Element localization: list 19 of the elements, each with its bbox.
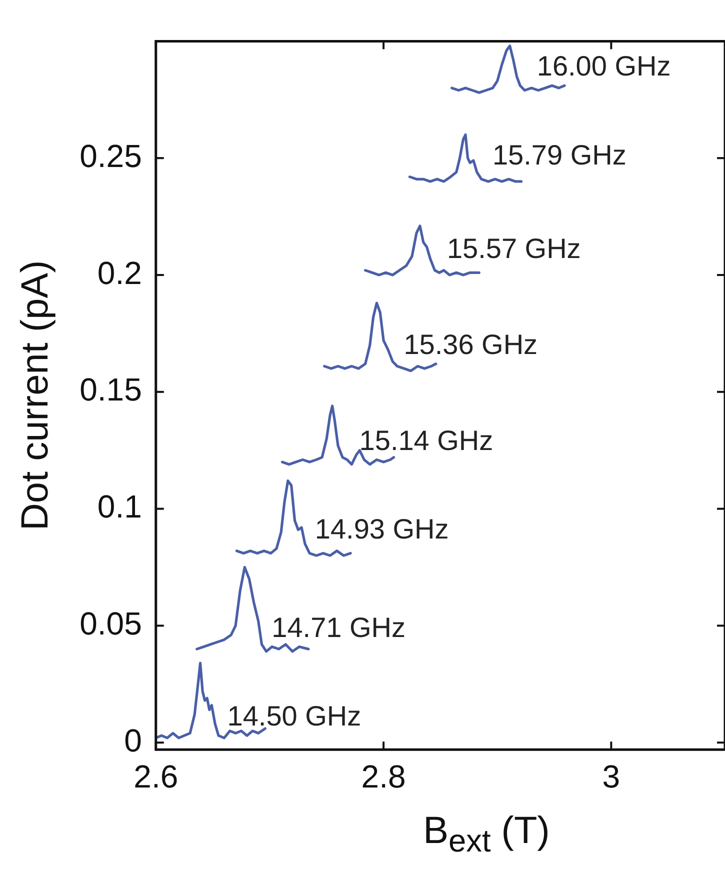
y-tick-label: 0.15 — [80, 372, 142, 408]
series-label: 15.79 GHz — [492, 140, 626, 171]
y-tick-label: 0 — [124, 722, 142, 758]
x-axis-title: B$_{ext}$ (T) — [422, 810, 551, 860]
series-label: 15.36 GHz — [404, 328, 538, 360]
y-tick-label: 0.05 — [80, 606, 142, 642]
series-label: 14.71 GHz — [272, 612, 406, 643]
x-tick-label: 2.6 — [134, 758, 178, 795]
x-tick-label: 2.8 — [361, 758, 406, 795]
y-tick-label: 0.1 — [97, 488, 142, 525]
series-label: 15.14 GHz — [359, 424, 494, 456]
series-label: 15.57 GHz — [446, 233, 581, 264]
y-tick-label: 0.2 — [97, 254, 142, 291]
series-label: 14.50 GHz — [227, 700, 362, 732]
x-tick-label: 3 — [602, 758, 620, 795]
y-tick-label: 0.25 — [80, 138, 142, 174]
series-label: 14.93 GHz — [314, 514, 449, 545]
series-label: 16.00 GHz — [536, 50, 671, 82]
y-axis-title: Dot current (pA) — [14, 260, 56, 531]
